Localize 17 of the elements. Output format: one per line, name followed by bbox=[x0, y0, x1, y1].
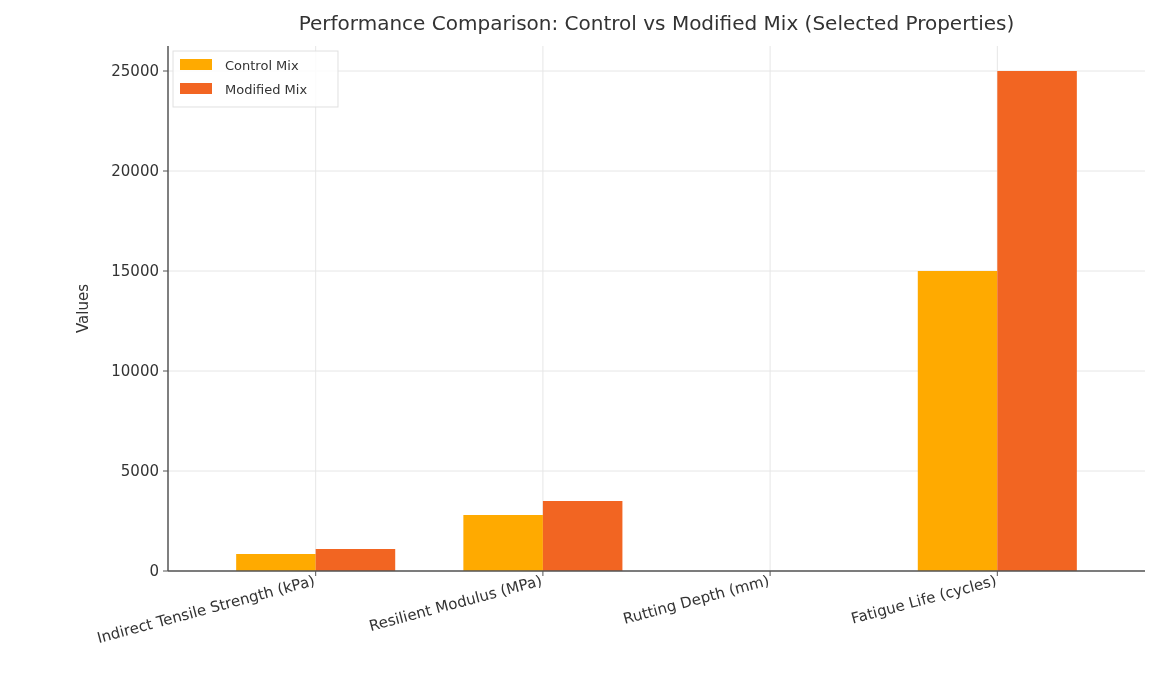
bar bbox=[463, 515, 543, 571]
x-tick-label: Rutting Depth (mm) bbox=[621, 571, 772, 628]
bar bbox=[997, 71, 1077, 571]
y-axis-title: Values bbox=[74, 283, 92, 334]
bar bbox=[917, 271, 998, 571]
y-tick-label: 10000 bbox=[111, 362, 159, 381]
y-tick-label: 25000 bbox=[111, 62, 159, 81]
legend-label: Control Mix bbox=[225, 57, 299, 73]
y-tick-label: 15000 bbox=[111, 262, 159, 281]
bar bbox=[315, 549, 396, 571]
y-tick-label: 0 bbox=[149, 562, 159, 581]
chart-title: Performance Comparison: Control vs Modified Mix (Selected Properties) bbox=[298, 11, 1015, 35]
bar bbox=[542, 501, 623, 571]
bar bbox=[236, 554, 316, 571]
legend-label: Modified Mix bbox=[225, 81, 308, 97]
y-tick-label: 20000 bbox=[111, 162, 159, 181]
y-tick-label: 5000 bbox=[120, 462, 159, 481]
